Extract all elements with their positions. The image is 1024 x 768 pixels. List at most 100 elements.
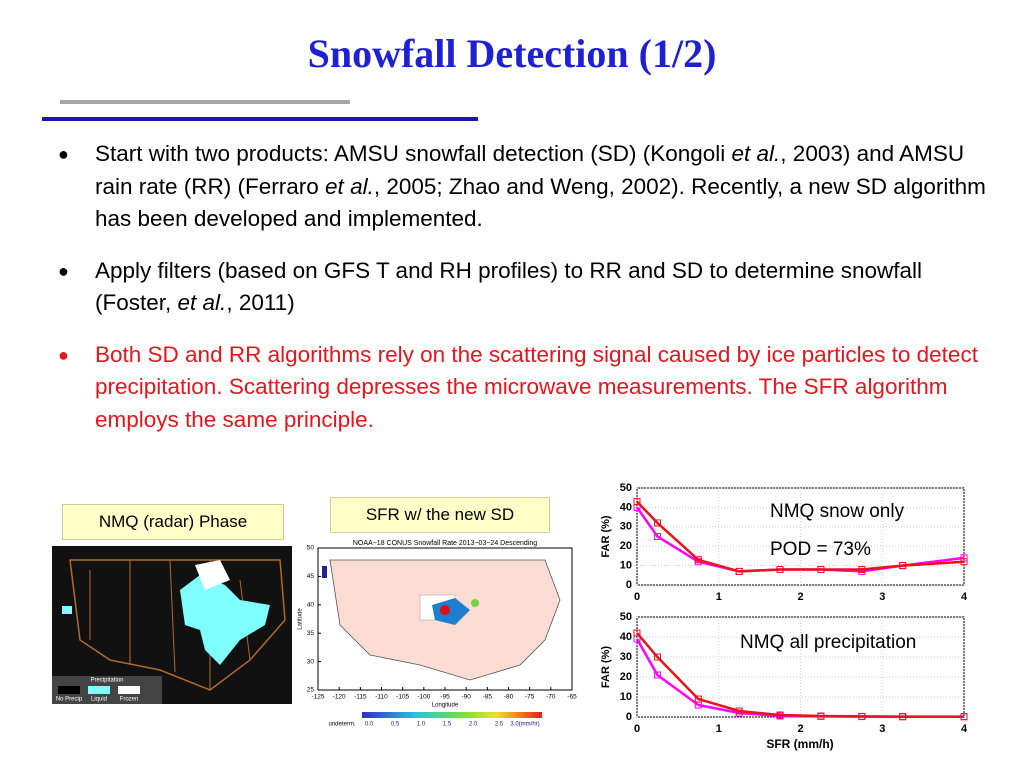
bullet-text: Start with two products: AMSU snowfall d… <box>95 138 993 236</box>
y-tick-label: 0 <box>626 711 632 723</box>
x-tick-label: -110 <box>375 694 388 701</box>
sfr-map <box>317 547 573 718</box>
series-marker <box>776 711 784 719</box>
x-tick-label: -65 <box>567 694 577 701</box>
text-segment: Both SD and RR algorithms rely on the sc… <box>95 341 978 432</box>
bullet: ● Start with two products: AMSU snowfall … <box>58 138 993 236</box>
annotation: NMQ snow only <box>770 501 905 522</box>
series-marker <box>817 565 825 573</box>
y-axis-label: Latitude <box>298 608 304 630</box>
y-tick-label: 35 <box>307 630 315 637</box>
bullet-dot: ● <box>58 144 69 164</box>
x-tick-label: 0 <box>634 591 640 603</box>
x-tick-label: -90 <box>461 694 471 701</box>
map-title: NOAA−18 CONUS Snowfall Rate 2013−03−24 D… <box>353 540 537 547</box>
x-tick-label: 2 <box>797 723 803 735</box>
x-tick-label: -80 <box>504 694 514 701</box>
y-tick-label: 20 <box>620 671 632 683</box>
sfr-map-label: SFR w/ the new SD <box>330 497 550 533</box>
bullet-dot: ● <box>58 260 69 281</box>
series-line <box>636 500 965 573</box>
slide-title: Snowfall Detection (1/2) <box>307 31 717 76</box>
text-segment: et al. <box>731 141 781 166</box>
x-tick-label: 0 <box>634 723 640 735</box>
x-tick-label: -120 <box>333 694 346 701</box>
series-marker <box>817 712 825 720</box>
series-marker <box>858 565 866 573</box>
bullet: ● Both SD and RR algorithms rely on the s… <box>58 339 993 437</box>
y-tick-label: 45 <box>307 573 315 580</box>
series-marker <box>653 653 661 661</box>
text-segment: et al. <box>177 290 227 315</box>
bullet-text: Apply filters (based on GFS T and RH pro… <box>95 255 993 320</box>
series-marker <box>960 713 968 721</box>
colorbar-label: 2.5 <box>495 722 504 728</box>
y-tick-label: 50 <box>620 482 632 494</box>
y-tick-label: 40 <box>620 631 632 643</box>
colorbar-label: 0.5 <box>391 722 400 728</box>
y-axis-label: FAR (%) <box>600 646 612 689</box>
text-segment: , 2005; Zhao and Weng, 2002). Recently, … <box>95 173 986 232</box>
text-segment: , 2011) <box>226 290 295 315</box>
colorbar-label: 0.0 <box>365 722 374 728</box>
series-marker <box>776 565 784 573</box>
legend-label: No Precip <box>56 697 83 703</box>
series-marker <box>694 556 702 564</box>
series-marker <box>653 519 661 527</box>
y-tick-label: 20 <box>620 540 632 552</box>
x-tick-label: -75 <box>525 694 535 701</box>
radar-map <box>52 546 292 704</box>
legend-label: Liquid <box>91 697 107 703</box>
legend-title: Precipitation <box>90 678 123 684</box>
x-tick-label: -115 <box>354 694 367 701</box>
y-axis-label: FAR (%) <box>600 515 612 558</box>
x-tick-label: -125 <box>311 694 324 701</box>
x-tick-label: -70 <box>546 694 556 701</box>
series-marker <box>899 713 907 721</box>
y-tick-label: 10 <box>620 560 632 572</box>
colorbar-label: undeterm. <box>328 722 355 728</box>
x-tick-label: 1 <box>716 723 722 735</box>
y-tick-label: 10 <box>620 691 632 703</box>
colorbar-label: 1.0 <box>417 722 426 728</box>
legend-label: Frozen <box>120 697 139 703</box>
text-segment: , 2003) and AMSU rain rate (RR) (Ferraro <box>95 141 965 199</box>
x-tick-label: 3 <box>879 591 885 603</box>
x-tick-label: -95 <box>440 694 450 701</box>
series-marker <box>960 554 968 562</box>
colorbar-label: 1.5 <box>443 722 452 728</box>
text-segment: Apply filters (based on GFS T and RH pro… <box>95 257 923 316</box>
series-marker <box>633 498 641 506</box>
text-segment: et al. <box>325 173 374 199</box>
series-marker <box>653 533 661 540</box>
x-tick-label: 1 <box>716 591 722 603</box>
annotation: NMQ all precipitation <box>740 632 916 653</box>
series-line <box>636 632 964 718</box>
series-marker <box>653 671 661 679</box>
bullet: ● Apply filters (based on GFS T and RH pr… <box>58 255 993 320</box>
y-tick-label: 30 <box>620 651 632 663</box>
rule-gray <box>60 100 350 104</box>
y-tick-label: 40 <box>620 501 632 513</box>
series-marker <box>735 707 743 715</box>
series-marker <box>633 629 641 637</box>
series-marker <box>735 567 743 575</box>
x-tick-label: 4 <box>961 723 968 735</box>
y-tick-label: 50 <box>620 611 632 623</box>
y-tick-label: 30 <box>620 521 632 533</box>
y-tick-label: 50 <box>307 545 315 552</box>
x-tick-label: 4 <box>961 591 968 603</box>
y-tick-label: 0 <box>626 579 632 591</box>
x-tick-label: 3 <box>879 723 885 735</box>
annotation: POD = 73% <box>770 539 871 560</box>
colorbar-label: 2.0 <box>469 722 478 728</box>
series-marker <box>899 562 907 570</box>
series-marker <box>960 558 968 566</box>
x-axis-label: Longitude <box>432 703 459 709</box>
bullet-list: ● Start with two products: AMSU snowfall … <box>58 138 993 455</box>
x-tick-label: -100 <box>417 694 430 701</box>
x-tick-label: -85 <box>483 694 493 701</box>
radar-map-label: NMQ (radar) Phase <box>62 504 284 540</box>
